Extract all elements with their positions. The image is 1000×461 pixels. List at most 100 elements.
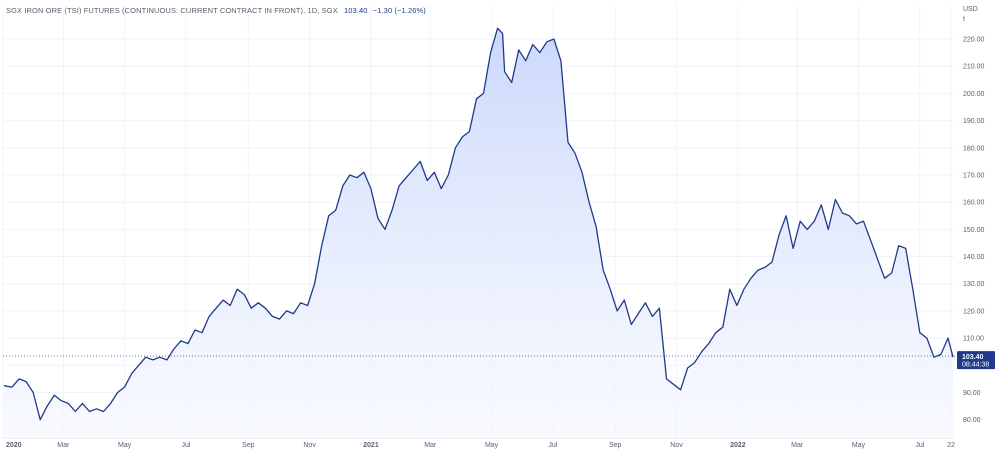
data-point — [356, 177, 357, 178]
data-point — [898, 245, 899, 246]
data-point — [321, 245, 322, 246]
data-point — [462, 136, 463, 137]
data-point — [244, 294, 245, 295]
data-point — [68, 403, 69, 404]
data-point — [103, 411, 104, 412]
data-point — [328, 215, 329, 216]
data-point — [814, 221, 815, 222]
data-point — [884, 278, 885, 279]
data-point — [905, 248, 906, 249]
data-point — [779, 234, 780, 235]
symbol-title: SGX IRON ORE (TSI) FUTURES (CONTINUOUS: … — [6, 6, 338, 15]
data-point — [54, 395, 55, 396]
x-tick-label: Jul — [181, 442, 190, 449]
data-point — [645, 302, 646, 303]
x-tick-label: Mar — [424, 442, 437, 449]
data-point — [603, 270, 604, 271]
price-tag-countdown: 08:44:38 — [962, 362, 989, 369]
data-point — [314, 283, 315, 284]
data-point — [391, 210, 392, 211]
data-point — [265, 308, 266, 309]
data-point — [912, 289, 913, 290]
data-point — [173, 348, 174, 349]
x-tick-label: May — [852, 442, 866, 449]
data-point — [131, 373, 132, 374]
data-point — [502, 33, 503, 34]
data-point — [764, 267, 765, 268]
data-point — [518, 49, 519, 50]
data-point — [427, 180, 428, 181]
data-point — [715, 332, 716, 333]
x-tick-label: Mar — [57, 442, 70, 449]
data-point — [596, 226, 597, 227]
y-tick-label: 110.00 — [963, 336, 984, 343]
y-axis[interactable]: 80.0090.00100.00110.00120.00130.00140.00… — [955, 0, 1000, 456]
data-point — [441, 188, 442, 189]
data-point — [722, 327, 723, 328]
data-point — [237, 289, 238, 290]
data-point — [560, 60, 561, 61]
y-tick-label: 90.00 — [963, 390, 981, 397]
y-tick-label: 130.00 — [963, 281, 985, 288]
data-point — [47, 406, 48, 407]
data-point — [159, 357, 160, 358]
data-point — [75, 411, 76, 412]
data-point — [61, 400, 62, 401]
data-point — [286, 310, 287, 311]
x-tick-label: May — [485, 442, 499, 449]
price-line — [3, 27, 954, 421]
data-point — [363, 172, 364, 173]
data-point — [729, 289, 730, 290]
data-point — [877, 259, 878, 260]
data-point — [708, 343, 709, 344]
x-tick-label: Jul — [548, 442, 557, 449]
data-point — [680, 389, 681, 390]
data-point — [842, 212, 843, 213]
data-point — [743, 289, 744, 290]
data-point — [638, 313, 639, 314]
data-point — [11, 387, 12, 388]
data-point — [800, 221, 801, 222]
price-tag-value: 103.40 — [962, 354, 984, 361]
data-point — [33, 392, 34, 393]
x-tick-label: Nov — [303, 442, 316, 449]
data-point — [546, 41, 547, 42]
data-point — [701, 351, 702, 352]
data-point — [110, 403, 111, 404]
area-path — [4, 28, 953, 436]
y-axis-background — [955, 0, 1000, 456]
price-change: −1.30 (−1.26%) — [372, 6, 426, 15]
data-point — [736, 305, 737, 306]
currency-label: USD — [963, 6, 978, 13]
last-price: 103.40 — [344, 6, 368, 15]
area-fill — [4, 28, 953, 436]
y-tick-label: 80.00 — [963, 417, 981, 424]
data-point — [947, 338, 948, 339]
series-line — [3, 27, 954, 421]
data-point — [863, 221, 864, 222]
data-point — [581, 172, 582, 173]
y-tick-label: 150.00 — [963, 227, 985, 234]
x-tick-label: Jul — [915, 442, 924, 449]
data-point — [19, 378, 20, 379]
data-point — [335, 210, 336, 211]
data-point — [652, 316, 653, 317]
y-tick-label: 200.00 — [963, 91, 985, 98]
data-point — [891, 272, 892, 273]
data-point — [342, 185, 343, 186]
data-point — [216, 308, 217, 309]
data-point — [420, 161, 421, 162]
x-tick-label: Sep — [609, 442, 622, 449]
data-point — [209, 316, 210, 317]
price-tag-box — [957, 351, 995, 370]
data-point — [786, 215, 787, 216]
data-point — [589, 202, 590, 203]
x-tick-label: 2022 — [730, 442, 746, 449]
data-point — [384, 229, 385, 230]
x-axis[interactable]: 2020 Mar May Jul Sep Nov 2021 Mar May Jul Sep Nov 20… — [3, 437, 955, 449]
data-point — [124, 387, 125, 388]
data-point — [399, 185, 400, 186]
data-point — [567, 142, 568, 143]
